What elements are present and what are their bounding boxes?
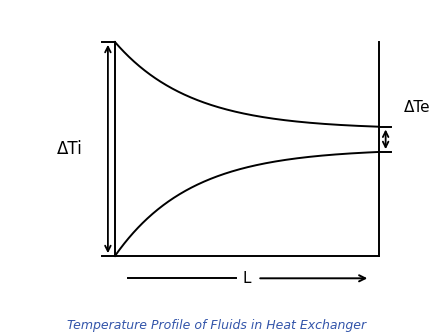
- Text: L: L: [243, 271, 251, 286]
- Text: ΔTe: ΔTe: [404, 100, 431, 115]
- Text: Temperature Profile of Fluids in Heat Exchanger: Temperature Profile of Fluids in Heat Ex…: [67, 319, 367, 332]
- Text: ΔTi: ΔTi: [57, 140, 82, 158]
